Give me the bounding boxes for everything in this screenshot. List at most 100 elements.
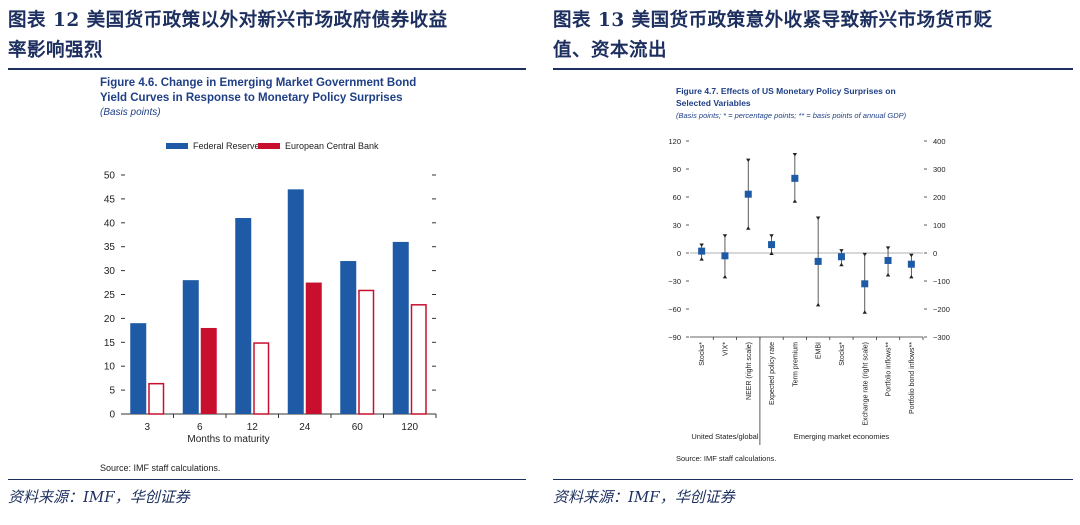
bar-ecb [305, 282, 322, 414]
group-label-em: Emerging market economies [794, 432, 890, 441]
bar-chart: Figure 4.6. Change in Emerging Market Go… [100, 77, 437, 473]
error-cap-high [792, 153, 798, 157]
x-tick-label: Portfolio bond inflows** [909, 342, 916, 414]
x-tick-label: Portfolio inflows** [886, 342, 893, 397]
y-right-tick-label: 300 [933, 165, 946, 174]
x-tick-label: 120 [401, 422, 418, 433]
left-panel: 图表 12 美国货币政策以外对新兴市场政府债券收益 率影响强烈 Figure 4… [8, 0, 526, 525]
bar-ecb [358, 289, 375, 415]
error-cap-high [909, 253, 914, 258]
error-cap-low [769, 251, 774, 255]
legend-label-ecb: European Central Bank [285, 141, 379, 151]
chart-title: Figure 4.6. Change in Emerging Market Go… [100, 77, 416, 89]
legend-label-federal-reserve: Federal Reserve [193, 141, 260, 151]
y-tick-label: 0 [109, 410, 115, 421]
bar-ecb [410, 304, 427, 415]
error-cap-high [862, 252, 867, 257]
y-tick-label: 30 [104, 266, 116, 277]
point-marker [907, 260, 915, 268]
chart-subtitle: (Basis points; * = percentage points; **… [676, 111, 907, 120]
y-left-tick-label: 90 [673, 165, 681, 174]
right-title-line1: 图表 13 美国货币政策意外收紧导致新兴市场货币贬 [553, 10, 993, 31]
y-tick-label: 40 [104, 218, 116, 229]
bar-federal-reserve [130, 323, 147, 414]
x-tick-label: Term premium [792, 342, 799, 387]
point-marker [744, 190, 752, 198]
x-tick-label: 3 [144, 422, 150, 433]
group-label-us: United States/global [691, 432, 758, 441]
y-tick-label: 25 [104, 290, 116, 301]
y-left-tick-label: 120 [668, 137, 681, 146]
left-title-line2: 率影响强烈 [8, 40, 104, 61]
y-left-tick-label: −60 [668, 305, 681, 314]
point-marker [698, 247, 706, 255]
point-marker [791, 174, 799, 182]
error-bar-chart: Figure 4.7. Effects of US Monetary Polic… [668, 86, 950, 463]
error-cap-high [839, 249, 844, 253]
y-right-tick-label: 100 [933, 221, 946, 230]
y-tick-label: 10 [104, 362, 116, 373]
x-tick-label: Stocks* [699, 342, 706, 366]
right-panel: 图表 13 美国货币政策意外收紧导致新兴市场货币贬 值、资本流出 Figure … [553, 0, 1073, 525]
point-marker [837, 253, 845, 261]
y-left-tick-label: 0 [677, 249, 681, 258]
legend-swatch-ecb [258, 143, 280, 149]
left-top-rule [8, 68, 526, 70]
chart-title: Figure 4.7. Effects of US Monetary Polic… [676, 86, 896, 96]
y-left-tick-label: 30 [673, 221, 681, 230]
error-cap-high [885, 246, 891, 250]
bar-ecb [253, 342, 270, 415]
y-right-tick-label: 0 [933, 249, 937, 258]
chart-title-line2: Yield Curves in Response to Monetary Pol… [100, 92, 403, 104]
y-tick-label: 15 [104, 338, 116, 349]
left-title-line1: 图表 12 美国货币政策以外对新兴市场政府债券收益 [8, 10, 448, 31]
error-cap-high [699, 243, 704, 248]
error-cap-low [722, 274, 728, 279]
x-tick-label: VIX* [722, 342, 729, 356]
error-cap-low [909, 274, 914, 279]
bar-federal-reserve [287, 189, 304, 414]
error-cap-low [839, 262, 844, 267]
chart-subtitle: (Basis points) [100, 107, 161, 118]
y-left-tick-label: −30 [668, 277, 681, 286]
error-cap-high [722, 234, 728, 238]
right-source: 资料来源：IMF，华创证券 [553, 488, 735, 506]
y-tick-label: 45 [104, 194, 116, 205]
error-cap-low [792, 199, 798, 203]
legend-swatch-federal-reserve [166, 143, 188, 149]
y-right-tick-label: 200 [933, 193, 946, 202]
right-bottom-rule [553, 479, 1073, 480]
left-source: 资料来源：IMF，华创证券 [8, 488, 190, 506]
right-top-rule [553, 68, 1073, 70]
x-tick-label: 12 [247, 422, 259, 433]
x-tick-label: EMBI [816, 342, 823, 359]
y-tick-label: 35 [104, 242, 116, 253]
point-marker [814, 257, 822, 265]
x-axis-label: Months to maturity [187, 434, 269, 445]
x-tick-label: 24 [299, 422, 311, 433]
y-right-tick-label: −300 [933, 333, 950, 342]
y-left-tick-label: −90 [668, 333, 681, 342]
x-tick-label: NEER (right scale) [746, 342, 753, 400]
y-left-tick-label: 60 [673, 193, 681, 202]
bar-federal-reserve [182, 280, 199, 414]
error-cap-high [746, 158, 751, 163]
x-tick-label: Exchange rate (right scale) [862, 342, 869, 426]
error-cap-high [815, 216, 821, 220]
point-marker [721, 252, 729, 260]
error-cap-low [862, 310, 867, 314]
error-cap-high [769, 234, 774, 238]
y-right-tick-label: −100 [933, 277, 950, 286]
x-tick-label: Stocks* [839, 342, 846, 366]
chart-title-line2: Selected Variables [676, 98, 751, 108]
y-tick-label: 50 [104, 171, 116, 182]
y-right-tick-label: −200 [933, 305, 950, 314]
error-cap-low [746, 226, 751, 230]
point-marker [861, 280, 869, 288]
y-right-tick-label: 400 [933, 137, 946, 146]
point-marker [884, 256, 892, 264]
y-tick-label: 20 [104, 314, 116, 325]
error-cap-low [815, 302, 821, 307]
source-note: Source: IMF staff calculations. [100, 463, 220, 473]
bar-ecb [148, 382, 165, 415]
